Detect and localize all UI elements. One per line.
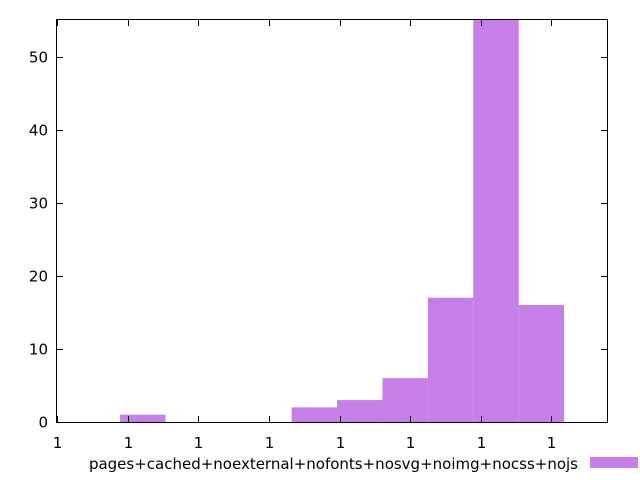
- x-axis-ticks: 1 1 1 1 1 1 1 1: [53, 20, 557, 452]
- plot-frame: [56, 19, 608, 423]
- bar: [518, 305, 565, 422]
- bar: [427, 297, 474, 422]
- y-tick-label: 0: [38, 414, 48, 432]
- y-axis-ticks: 0 10 20 30 40 50: [29, 49, 607, 432]
- bar: [120, 414, 166, 422]
- bar: [337, 400, 383, 422]
- x-tick-label: 1: [124, 434, 134, 452]
- legend-swatch: [590, 457, 638, 468]
- y-tick-label: 50: [29, 49, 48, 67]
- x-tick-label: 1: [194, 434, 204, 452]
- legend-label: pages+cached+noexternal+nofonts+nosvg+no…: [89, 455, 578, 473]
- y-tick-label: 20: [29, 268, 48, 286]
- bars: [120, 20, 565, 422]
- y-tick-label: 30: [29, 195, 48, 213]
- x-tick-label: 1: [547, 434, 557, 452]
- x-tick-label: 1: [336, 434, 346, 452]
- y-tick-label: 10: [29, 341, 48, 359]
- bar: [473, 20, 519, 422]
- bar: [382, 378, 428, 422]
- legend: pages+cached+noexternal+nofonts+nosvg+no…: [89, 455, 638, 473]
- y-tick-label: 40: [29, 122, 48, 140]
- x-tick-label: 1: [477, 434, 487, 452]
- x-tick-label: 1: [53, 434, 63, 452]
- x-tick-label: 1: [406, 434, 416, 452]
- axes: [56, 19, 608, 423]
- x-tick-label: 1: [265, 434, 275, 452]
- bar: [291, 407, 338, 422]
